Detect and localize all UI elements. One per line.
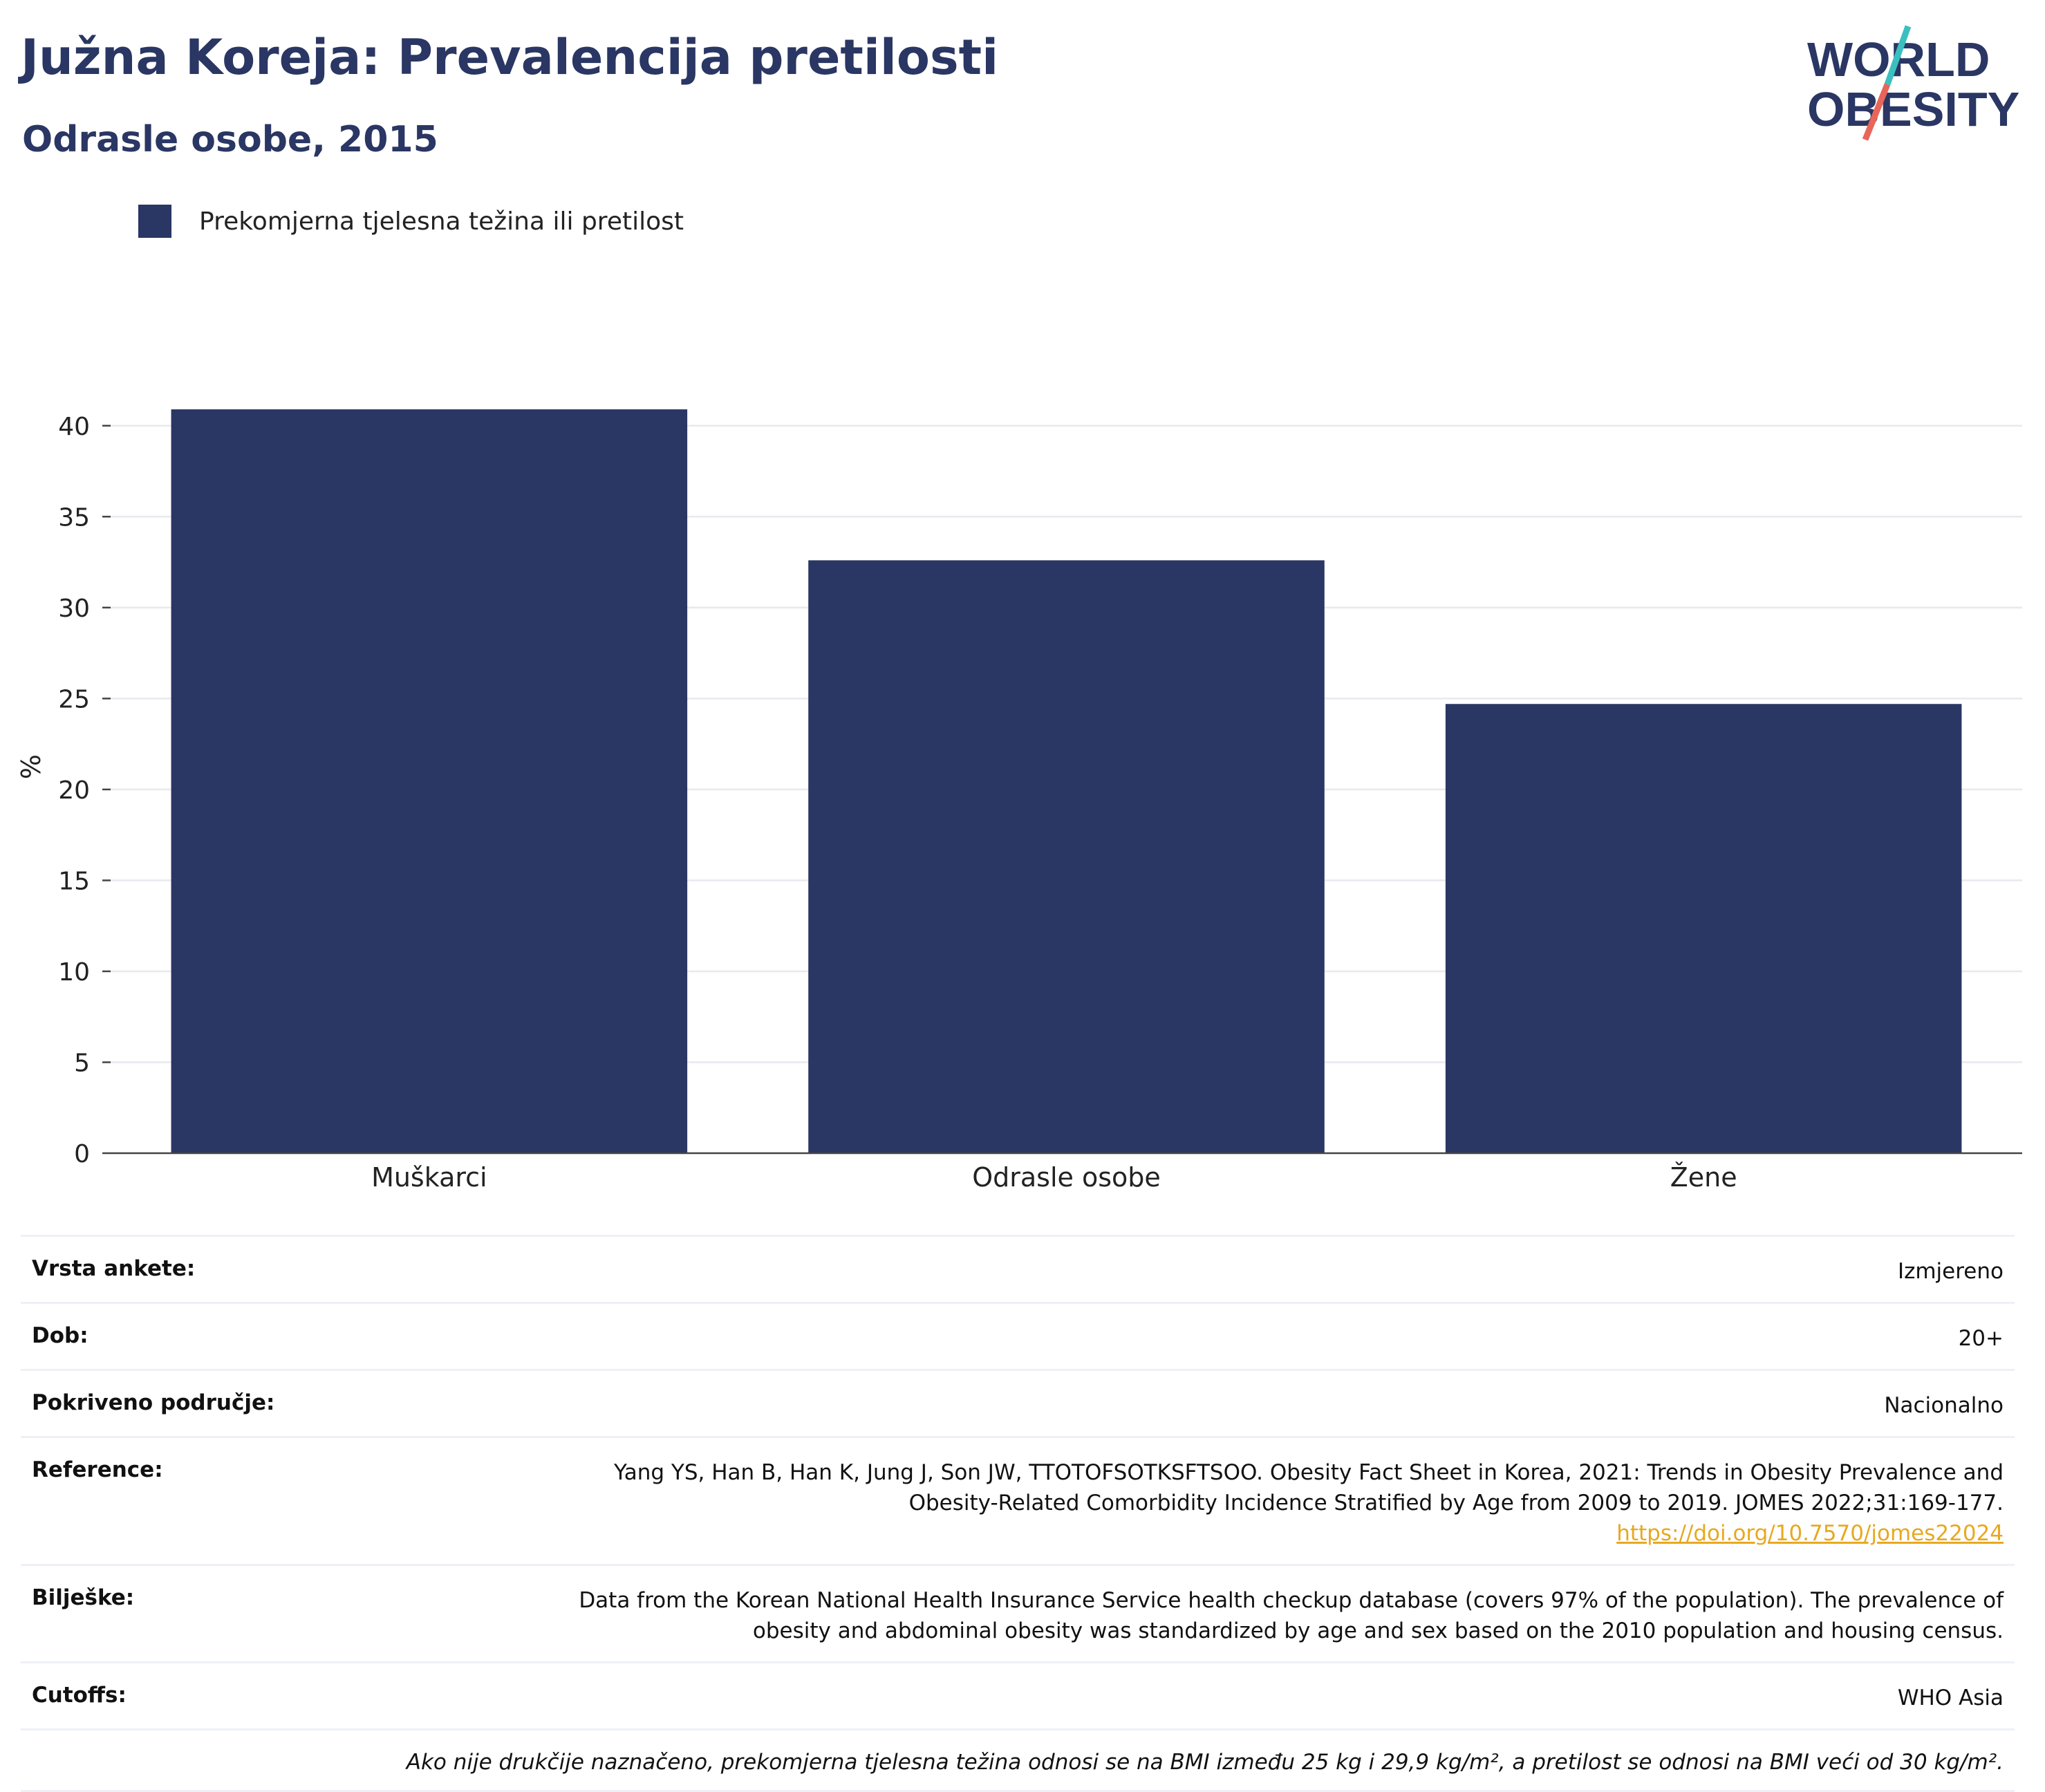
meta-row-reference: Reference: Yang YS, Han B, Han K, Jung J… [21, 1436, 2015, 1564]
meta-row-cutoffs: Cutoffs: WHO Asia [21, 1661, 2015, 1728]
meta-row-footnote: Ako nije drukčije naznačeno, prekomjerna… [21, 1728, 2015, 1792]
x-tick-label: Žene [1670, 1162, 1737, 1193]
y-tick-label: 40 [58, 413, 90, 441]
y-tick-label: 10 [58, 958, 90, 987]
chart-title: Južna Koreja: Prevalencija pretilosti [21, 29, 999, 86]
meta-key: Cutoffs: [32, 1683, 127, 1708]
meta-key: Reference: [32, 1457, 163, 1482]
bars [171, 409, 1962, 1154]
footnote: Ako nije drukčije naznačeno, prekomjerna… [406, 1750, 2004, 1775]
bar-chart: 0 5 10 15 20 25 30 35 40 Muškarci Odrasle osobe Že… [16, 409, 2022, 1193]
meta-value: Izmjereno [1897, 1259, 2004, 1284]
meta-value: Nacionalno [1884, 1393, 2004, 1418]
meta-row-survey-type: Vrsta ankete: Izmjereno [21, 1235, 2015, 1302]
logo-line2: OBESITY [1807, 82, 2019, 136]
y-axis-ticks: 0 5 10 15 20 25 30 35 40 [58, 413, 111, 1168]
legend-label: Prekomjerna tjelesna težina ili pretilos… [199, 207, 684, 236]
notes-line2: obesity and abdominal obesity was standa… [752, 1618, 2004, 1643]
meta-row-age: Dob: 20+ [21, 1302, 2015, 1369]
meta-value: 20+ [1958, 1326, 2004, 1351]
y-axis-label: % [16, 754, 46, 779]
y-tick-label: 35 [58, 503, 90, 532]
meta-value: WHO Asia [1897, 1686, 2004, 1710]
reference-line1: Yang YS, Han B, Han K, Jung J, Son JW, T… [614, 1460, 2004, 1485]
bar-1[interactable] [808, 560, 1325, 1153]
reference-line2: Obesity-Related Comorbidity Incidence St… [908, 1491, 2004, 1515]
y-tick-label: 15 [58, 867, 90, 895]
meta-key: Vrsta ankete: [32, 1256, 196, 1281]
chart-subtitle: Odrasle osobe, 2015 [22, 119, 438, 160]
legend-swatch [138, 205, 171, 238]
meta-row-notes: Bilješke: Data from the Korean National … [21, 1564, 2015, 1661]
bar-0[interactable] [171, 409, 688, 1154]
y-tick-label: 0 [74, 1140, 90, 1168]
meta-key: Dob: [32, 1323, 88, 1348]
metadata-table: Vrsta ankete: Izmjereno Dob: 20+ Pokrive… [21, 1235, 2015, 1792]
logo-slash-red [1862, 83, 1891, 141]
x-tick-label: Odrasle osobe [972, 1162, 1161, 1193]
notes-line1: Data from the Korean National Health Ins… [579, 1588, 2004, 1613]
meta-key: Bilješke: [32, 1585, 135, 1610]
x-tick-label: Muškarci [371, 1162, 487, 1193]
meta-key: Pokriveno područje: [32, 1390, 275, 1415]
y-tick-label: 25 [58, 685, 90, 713]
y-tick-label: 20 [58, 776, 90, 805]
y-tick-label: 5 [74, 1049, 90, 1077]
y-tick-label: 30 [58, 595, 90, 623]
bar-2[interactable] [1445, 704, 1962, 1153]
world-obesity-logo: WORLD OBESITY [1807, 25, 2019, 141]
meta-value: Data from the Korean National Health Ins… [579, 1585, 2004, 1646]
x-axis-ticks: Muškarci Odrasle osobe Žene [371, 1162, 1737, 1193]
logo-slash-teal [1884, 25, 1912, 86]
meta-value: Yang YS, Han B, Han K, Jung J, Son JW, T… [614, 1457, 2004, 1549]
reference-link[interactable]: https://doi.org/10.7570/jomes22024 [1616, 1521, 2004, 1546]
meta-row-coverage: Pokriveno područje: Nacionalno [21, 1369, 2015, 1436]
legend[interactable]: Prekomjerna tjelesna težina ili pretilos… [138, 205, 684, 238]
